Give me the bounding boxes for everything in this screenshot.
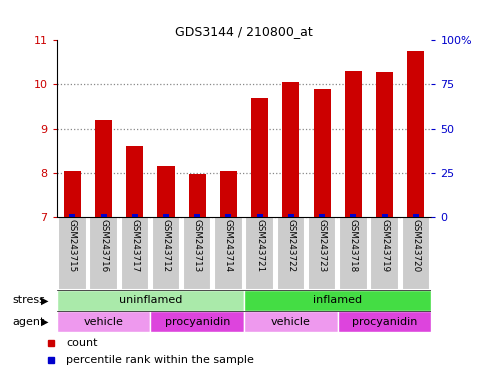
Bar (244, 290, 431, 311)
Bar (194, 214, 200, 217)
Text: vehicle: vehicle (271, 316, 311, 327)
Text: GSM243721: GSM243721 (255, 219, 264, 272)
Bar (64, 172, 81, 217)
Bar (121, 217, 149, 290)
Bar (345, 71, 362, 217)
Bar (70, 214, 75, 217)
Text: GSM243712: GSM243712 (162, 219, 171, 272)
Bar (277, 217, 305, 290)
Text: agent: agent (12, 316, 45, 327)
Text: GSM243720: GSM243720 (411, 219, 420, 272)
Text: GSM243713: GSM243713 (193, 219, 202, 272)
Bar (152, 217, 180, 290)
Bar (251, 98, 268, 217)
Bar (339, 217, 367, 290)
Bar (376, 72, 393, 217)
Text: GSM243719: GSM243719 (380, 219, 389, 272)
Bar (246, 217, 274, 290)
Bar (89, 217, 118, 290)
Bar (308, 217, 336, 290)
Bar (132, 214, 138, 217)
Bar (257, 214, 263, 217)
Bar (58, 217, 86, 290)
Bar (370, 217, 399, 290)
Bar (220, 170, 237, 217)
Bar (183, 217, 211, 290)
Text: GSM243722: GSM243722 (286, 219, 295, 272)
Bar (57, 311, 150, 332)
Text: GSM243718: GSM243718 (349, 219, 358, 272)
Title: GDS3144 / 210800_at: GDS3144 / 210800_at (175, 25, 313, 38)
Bar (157, 166, 175, 217)
Text: GSM243723: GSM243723 (317, 219, 326, 272)
Bar (57, 290, 244, 311)
Bar (351, 214, 356, 217)
Text: ▶: ▶ (40, 316, 48, 327)
Text: GSM243714: GSM243714 (224, 219, 233, 272)
Bar (282, 82, 299, 217)
Bar (288, 214, 294, 217)
Text: count: count (66, 338, 98, 348)
Text: ▶: ▶ (40, 295, 48, 306)
Text: stress: stress (12, 295, 45, 306)
Bar (382, 214, 387, 217)
Text: uninflamed: uninflamed (119, 295, 182, 306)
Bar (126, 146, 143, 217)
Bar (163, 214, 169, 217)
Text: GSM243716: GSM243716 (99, 219, 108, 272)
Bar (244, 311, 338, 332)
Bar (402, 217, 430, 290)
Bar (189, 174, 206, 217)
Bar (95, 120, 112, 217)
Bar (338, 311, 431, 332)
Text: inflamed: inflamed (313, 295, 362, 306)
Bar (319, 214, 325, 217)
Bar (225, 214, 231, 217)
Text: vehicle: vehicle (84, 316, 123, 327)
Text: procyanidin: procyanidin (165, 316, 230, 327)
Bar (413, 214, 419, 217)
Bar (101, 214, 106, 217)
Text: procyanidin: procyanidin (352, 316, 417, 327)
Text: GSM243715: GSM243715 (68, 219, 77, 272)
Bar (214, 217, 243, 290)
Text: percentile rank within the sample: percentile rank within the sample (66, 355, 254, 365)
Bar (407, 51, 424, 217)
Text: GSM243717: GSM243717 (130, 219, 139, 272)
Bar (314, 89, 331, 217)
Bar (150, 311, 244, 332)
